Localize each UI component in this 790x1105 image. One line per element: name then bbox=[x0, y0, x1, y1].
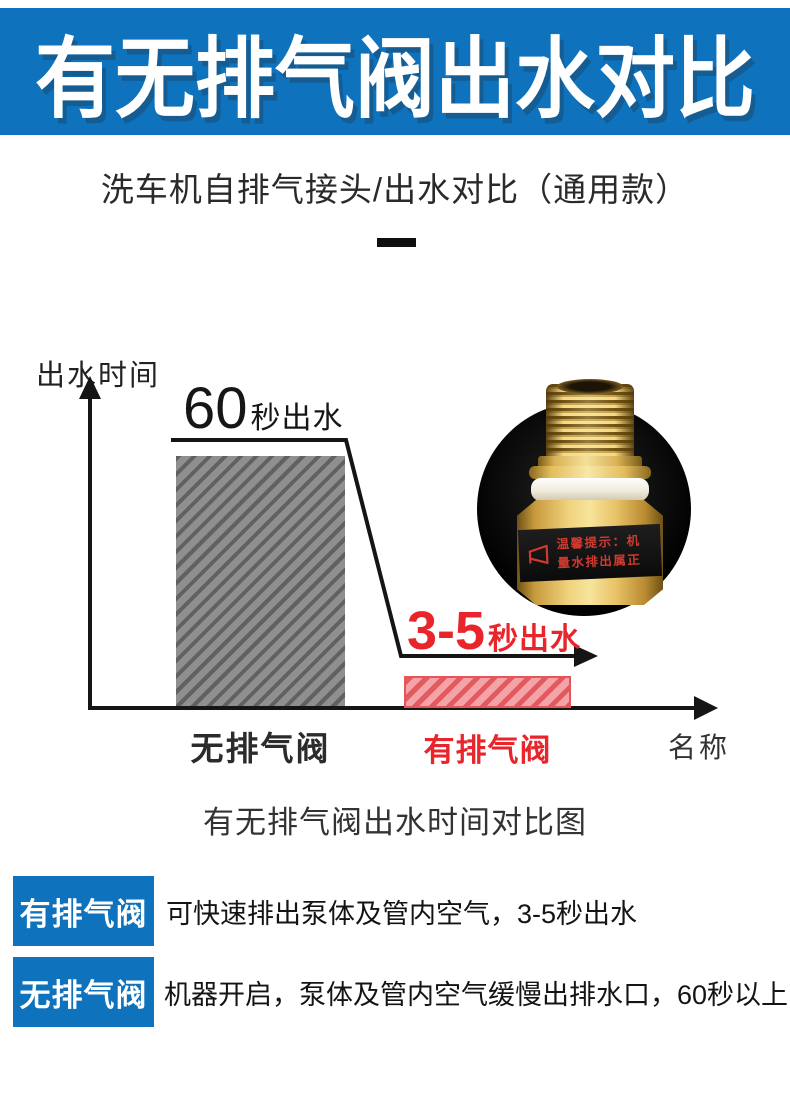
page-title: 有无排气阀出水对比 bbox=[35, 29, 755, 128]
valve-label-text: 温馨提示：机 量水排出属正 bbox=[556, 531, 642, 573]
tag-with-valve: 有排气阀 bbox=[13, 876, 154, 946]
bar-no-valve bbox=[176, 456, 345, 706]
value-35: 3-5 bbox=[407, 601, 486, 661]
y-axis-arrow-icon bbox=[79, 376, 101, 399]
header-banner: 有无排气阀出水对比 bbox=[0, 8, 790, 135]
bar-with-valve bbox=[404, 676, 571, 708]
x-axis-arrow-icon bbox=[694, 696, 718, 720]
valve-flange bbox=[529, 466, 651, 479]
tag-no-valve: 无排气阀 bbox=[13, 957, 154, 1027]
divider-dash bbox=[377, 238, 416, 247]
valve-label-line2: 量水排出属正 bbox=[557, 552, 642, 571]
valve-top-opening bbox=[557, 379, 623, 394]
description-no-valve: 机器开启，泵体及管内空气缓慢出排水口，60秒以上出水 bbox=[164, 979, 790, 1010]
category-label-with-valve: 有排气阀 bbox=[423, 733, 552, 768]
y-axis bbox=[88, 396, 92, 708]
unit-35: 秒出水 bbox=[488, 623, 582, 656]
x-axis bbox=[88, 706, 698, 710]
chart-caption: 有无排气阀出水时间对比图 bbox=[203, 805, 587, 840]
x-axis-label: 名称 bbox=[668, 732, 731, 763]
value-label-with-valve: 3-5 秒出水 bbox=[407, 604, 581, 658]
megaphone-icon bbox=[528, 544, 549, 565]
description-with-valve: 可快速排出泵体及管内空气，3-5秒出水 bbox=[166, 898, 638, 929]
subtitle: 洗车机自排气接头/出水对比（通用款） bbox=[100, 171, 690, 208]
unit-60: 秒出水 bbox=[250, 402, 344, 435]
valve-warning-label: 温馨提示：机 量水排出属正 bbox=[517, 523, 663, 583]
valve-threads bbox=[546, 384, 634, 458]
value-label-no-valve: 60 秒出水 bbox=[183, 380, 344, 438]
value-60: 60 bbox=[183, 376, 248, 441]
category-label-no-valve: 无排气阀 bbox=[190, 730, 331, 767]
valve-white-ring bbox=[531, 478, 649, 501]
